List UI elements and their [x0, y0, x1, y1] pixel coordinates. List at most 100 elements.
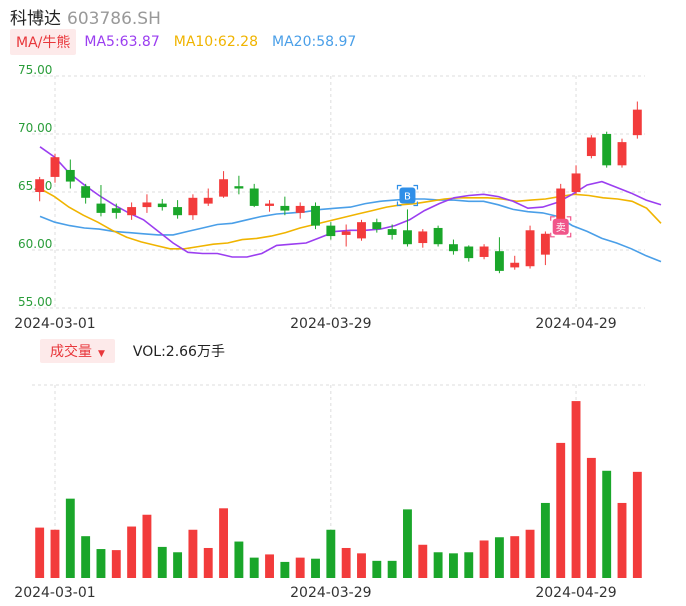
candle — [617, 138, 627, 168]
candle — [188, 194, 198, 220]
candle-body — [65, 169, 75, 182]
volume-bar — [311, 558, 320, 578]
candle — [173, 200, 183, 219]
volume-x-tick-label: 2024-03-29 — [290, 585, 371, 601]
stock-code: 603786.SH — [67, 9, 161, 29]
candle — [571, 165, 581, 195]
candle-body — [586, 137, 596, 157]
candle — [357, 219, 366, 241]
candle-body — [387, 229, 397, 235]
volume-bar — [65, 498, 75, 578]
candle-body — [602, 134, 612, 166]
candle-body — [203, 197, 213, 204]
candle-body — [372, 222, 382, 230]
volume-x-tick-label: 2024-03-01 — [14, 585, 95, 601]
volume-bar — [341, 547, 351, 578]
candle-body — [219, 179, 229, 197]
candle-body — [173, 207, 183, 216]
sell-marker-icon: 卖 — [550, 216, 572, 238]
volume-bar — [433, 552, 443, 578]
y-tick-label: 60.00 — [18, 237, 52, 251]
volume-x-tick-label: 2024-04-29 — [535, 585, 616, 601]
candle — [448, 239, 458, 255]
candle-body — [96, 203, 106, 213]
candle — [111, 203, 121, 219]
candle-body — [265, 203, 274, 206]
candle — [326, 222, 336, 240]
candle — [540, 231, 550, 266]
candle-body — [479, 246, 489, 257]
candle — [219, 171, 229, 198]
candle — [311, 202, 320, 230]
volume-bar — [510, 536, 520, 578]
ma20-value: MA20:58.97 — [272, 34, 357, 50]
x-tick-label: 2024-04-29 — [535, 316, 616, 332]
candle — [249, 183, 259, 208]
candle-body — [81, 186, 91, 198]
candle-body — [188, 197, 198, 216]
candle — [387, 224, 397, 240]
volume-bar — [188, 529, 198, 578]
candle-body — [341, 231, 351, 235]
volume-bar — [280, 561, 290, 578]
candle-body — [142, 202, 152, 208]
buy-marker-icon-bg — [399, 187, 416, 204]
volume-bar — [111, 550, 121, 578]
volume-bar — [234, 541, 244, 578]
sell-marker-icon-bg — [552, 218, 569, 235]
volume-bar — [81, 536, 91, 578]
volume-bar — [586, 457, 596, 578]
ma-indicator-bar: MA/牛熊 MA5:63.87 MA10:62.28 MA20:58.97 — [10, 29, 356, 55]
candle — [602, 131, 612, 168]
volume-indicator-selector[interactable]: 成交量 ▼ — [40, 339, 115, 363]
caret-down-icon: ▼ — [98, 349, 105, 359]
volume-bar — [142, 514, 152, 578]
volume-selector-label: 成交量 — [50, 344, 92, 360]
y-tick-label: 55.00 — [18, 295, 52, 309]
volume-bar — [540, 502, 550, 578]
ma-indicator-selector[interactable]: MA/牛熊 — [10, 29, 77, 55]
volume-bar — [265, 554, 274, 578]
volume-bar — [556, 442, 566, 578]
candle — [142, 194, 152, 213]
volume-indicator-bar: 成交量 ▼ VOL:2.66万手 — [40, 339, 225, 363]
volume-bar — [387, 560, 397, 578]
volume-bar — [219, 508, 229, 578]
candle — [157, 198, 167, 211]
candle-body — [111, 208, 121, 213]
candle-body — [50, 157, 60, 177]
candle — [127, 202, 137, 220]
candle-body — [311, 205, 320, 226]
candle-body — [234, 186, 244, 189]
volume-value: VOL:2.66万手 — [132, 344, 225, 360]
buy-marker-icon: B — [396, 184, 419, 207]
volume-bar — [525, 529, 535, 578]
x-tick-label: 2024-03-29 — [290, 316, 371, 332]
candle-body — [540, 233, 550, 255]
stock-name: 科博达 — [10, 9, 61, 29]
candle — [372, 218, 382, 233]
volume-bar — [632, 471, 642, 578]
stock-header: 科博达 603786.SH — [10, 4, 161, 29]
candle — [234, 175, 244, 195]
candle — [403, 209, 412, 247]
candle — [479, 244, 489, 260]
volume-bar — [50, 529, 60, 578]
volume-bar — [479, 540, 489, 578]
volume-bar — [35, 527, 45, 578]
volume-bar — [464, 552, 474, 578]
candle-body — [510, 262, 520, 268]
volume-bar — [494, 537, 504, 578]
candle-body — [157, 203, 167, 208]
candle-body — [617, 142, 627, 166]
buy-marker-icon-frame — [396, 184, 419, 207]
ma5-value: MA5:63.87 — [84, 34, 160, 50]
candle — [265, 200, 274, 212]
candle — [525, 225, 535, 269]
candle — [50, 153, 60, 183]
candle-body — [525, 230, 535, 267]
candle-body — [127, 207, 137, 216]
volume-bar — [173, 552, 183, 578]
candle-body — [494, 251, 504, 271]
